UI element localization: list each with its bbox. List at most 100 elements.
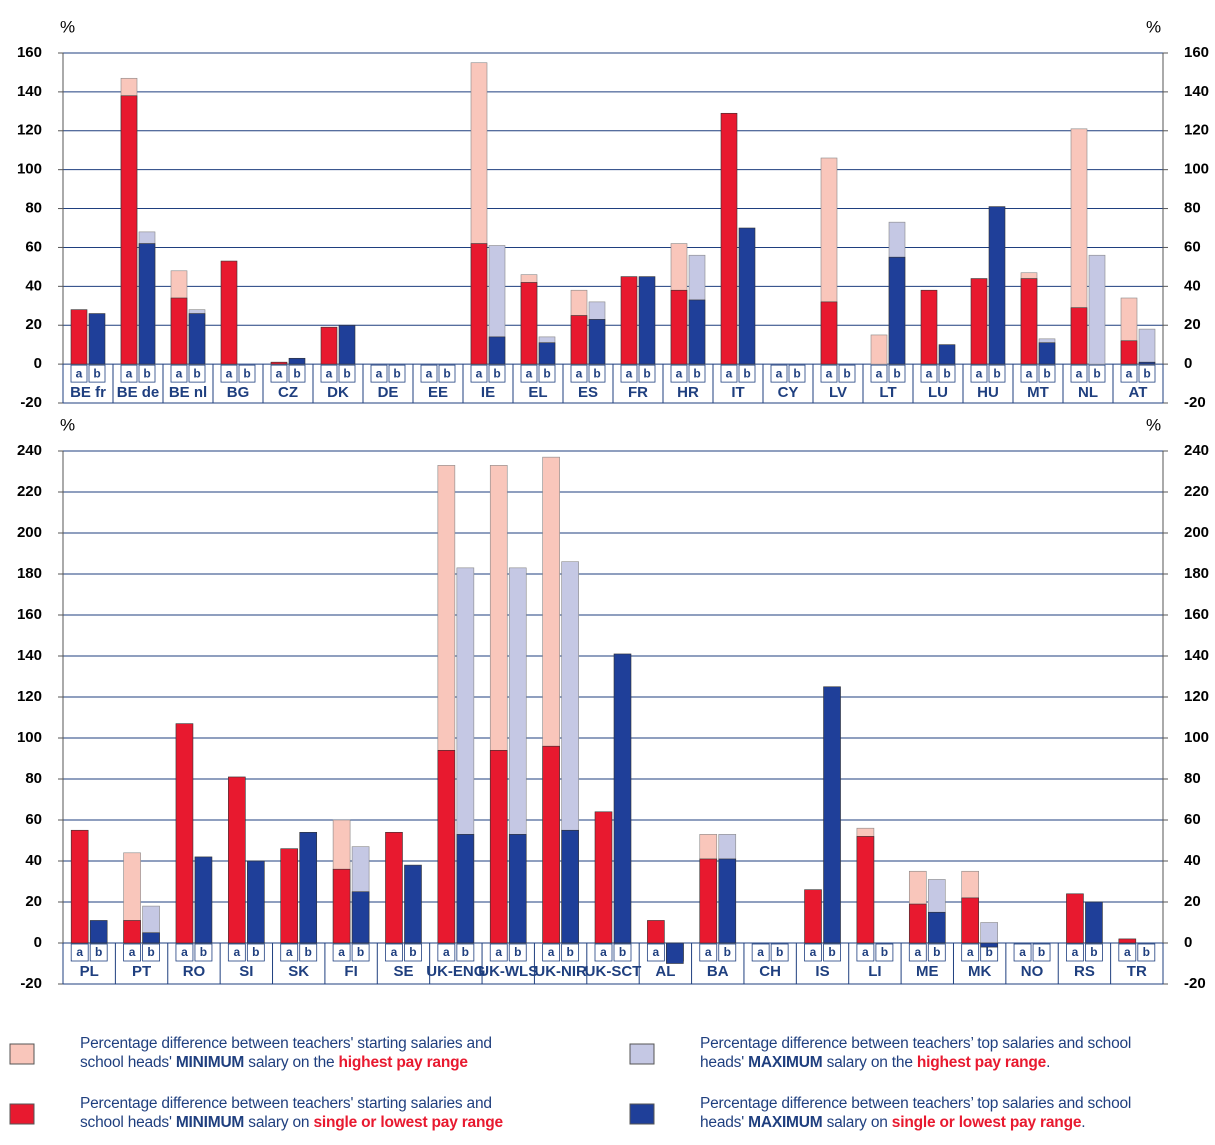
- sub-category-cell: [188, 364, 206, 383]
- sub-category-label: a: [126, 366, 133, 380]
- y2-axis-label: %: [1146, 17, 1161, 36]
- sub-category-cell: [227, 943, 246, 962]
- y-axis-label: %: [60, 415, 75, 434]
- legend-entry: Percentage difference between teachers' …: [80, 1094, 503, 1132]
- sub-category-cell: [220, 364, 238, 383]
- sub-category-label: b: [743, 366, 750, 380]
- sub-category-cell: [270, 364, 288, 383]
- y2-tick-label: 60: [1184, 811, 1201, 828]
- sub-category-cell: [175, 943, 194, 962]
- bar: [270, 361, 288, 365]
- x-tick-label: MT: [1027, 384, 1049, 401]
- sub-category-cell: [1137, 943, 1156, 962]
- sub-category-cell: [620, 364, 638, 383]
- y-tick-label: 220: [17, 483, 42, 500]
- sub-category-label: a: [476, 366, 483, 380]
- sub-category-cell: [1070, 364, 1088, 383]
- sub-category-label: b: [828, 945, 835, 959]
- sub-category-cell: [988, 364, 1006, 383]
- bar: [351, 891, 370, 944]
- bar: [718, 858, 737, 944]
- sub-category-cell: [438, 364, 456, 383]
- sub-category-cell: [280, 943, 299, 962]
- sub-category-label: a: [967, 945, 974, 959]
- bar: [320, 326, 338, 365]
- sub-category-label: b: [93, 366, 100, 380]
- y2-tick-label: 220: [1184, 483, 1209, 500]
- x-tick-label: LV: [829, 384, 847, 401]
- y-tick-label: 0: [34, 355, 42, 372]
- sub-category-label: a: [338, 945, 345, 959]
- y-tick-label: 160: [17, 44, 42, 61]
- sub-category-label: b: [776, 945, 783, 959]
- bar: [70, 829, 89, 944]
- x-tick-label: HR: [677, 384, 699, 401]
- sub-category-label: b: [543, 366, 550, 380]
- bar: [620, 276, 638, 365]
- bar: [247, 860, 265, 944]
- x-tick-label: IE: [481, 384, 495, 401]
- legend-swatch: [629, 1103, 655, 1125]
- bar: [1118, 938, 1137, 944]
- bar: [280, 848, 299, 944]
- sub-category-cell: [370, 364, 388, 383]
- sub-category-label: b: [893, 366, 900, 380]
- sub-category-cell: [688, 364, 706, 383]
- y2-tick-label: -20: [1184, 975, 1206, 992]
- x-tick-label: BE fr: [70, 384, 106, 401]
- legend-text: MINIMUM: [175, 1114, 245, 1131]
- x-tick-label: TR: [1127, 963, 1147, 980]
- bar: [1088, 254, 1106, 365]
- bar: [520, 282, 538, 365]
- bar: [938, 344, 956, 365]
- sub-category-cell: [770, 364, 788, 383]
- bar: [470, 243, 488, 365]
- x-tick-label: PT: [132, 963, 151, 980]
- legend-text: single or lowest pay range: [891, 1114, 1082, 1131]
- bar: [299, 831, 318, 944]
- sub-category-label: b: [566, 945, 573, 959]
- bar: [120, 95, 138, 365]
- bar: [170, 297, 188, 365]
- legend-text: salary on the: [244, 1054, 339, 1071]
- sub-category-label: b: [514, 945, 521, 959]
- y-tick-label: -20: [20, 975, 42, 992]
- bar: [1066, 893, 1084, 944]
- bar: [404, 864, 422, 944]
- sub-category-cell: [488, 364, 506, 383]
- y-tick-label: 40: [25, 852, 42, 869]
- bar: [489, 749, 508, 944]
- bar: [820, 301, 838, 365]
- y2-tick-label: 80: [1184, 770, 1201, 787]
- bar: [338, 324, 356, 365]
- sub-category-cell: [961, 943, 980, 962]
- y2-tick-label: -20: [1184, 394, 1206, 411]
- sub-category-cell: [1013, 943, 1032, 962]
- sub-category-label: a: [976, 366, 983, 380]
- legend-entry: Percentage difference between teachers' …: [80, 1034, 492, 1072]
- x-tick-label: EE: [428, 384, 448, 401]
- legend-text: heads': [700, 1114, 749, 1131]
- x-tick-label: SK: [288, 963, 309, 980]
- sub-category-cell: [1088, 364, 1106, 383]
- y2-tick-label: 40: [1184, 277, 1201, 294]
- sub-category-label: b: [409, 945, 416, 959]
- sub-category-label: a: [76, 945, 83, 959]
- x-tick-label: HU: [977, 384, 999, 401]
- y2-tick-label: 200: [1184, 524, 1209, 541]
- sub-category-cell: [561, 943, 580, 962]
- sub-category-cell: [856, 943, 875, 962]
- x-tick-label: MK: [968, 963, 991, 980]
- sub-category-label: b: [462, 945, 469, 959]
- legend-text: MINIMUM: [175, 1054, 245, 1071]
- bar: [1020, 278, 1038, 365]
- sub-category-label: a: [176, 366, 183, 380]
- x-tick-label: ES: [578, 384, 598, 401]
- x-tick-label: RS: [1074, 963, 1095, 980]
- sub-category-cell: [570, 364, 588, 383]
- sub-category-cell: [1032, 943, 1051, 962]
- legend-entry: Percentage difference between teachers’ …: [700, 1094, 1131, 1132]
- x-tick-label: CH: [759, 963, 781, 980]
- y2-axis-label: %: [1146, 415, 1161, 434]
- y-tick-label: 180: [17, 565, 42, 582]
